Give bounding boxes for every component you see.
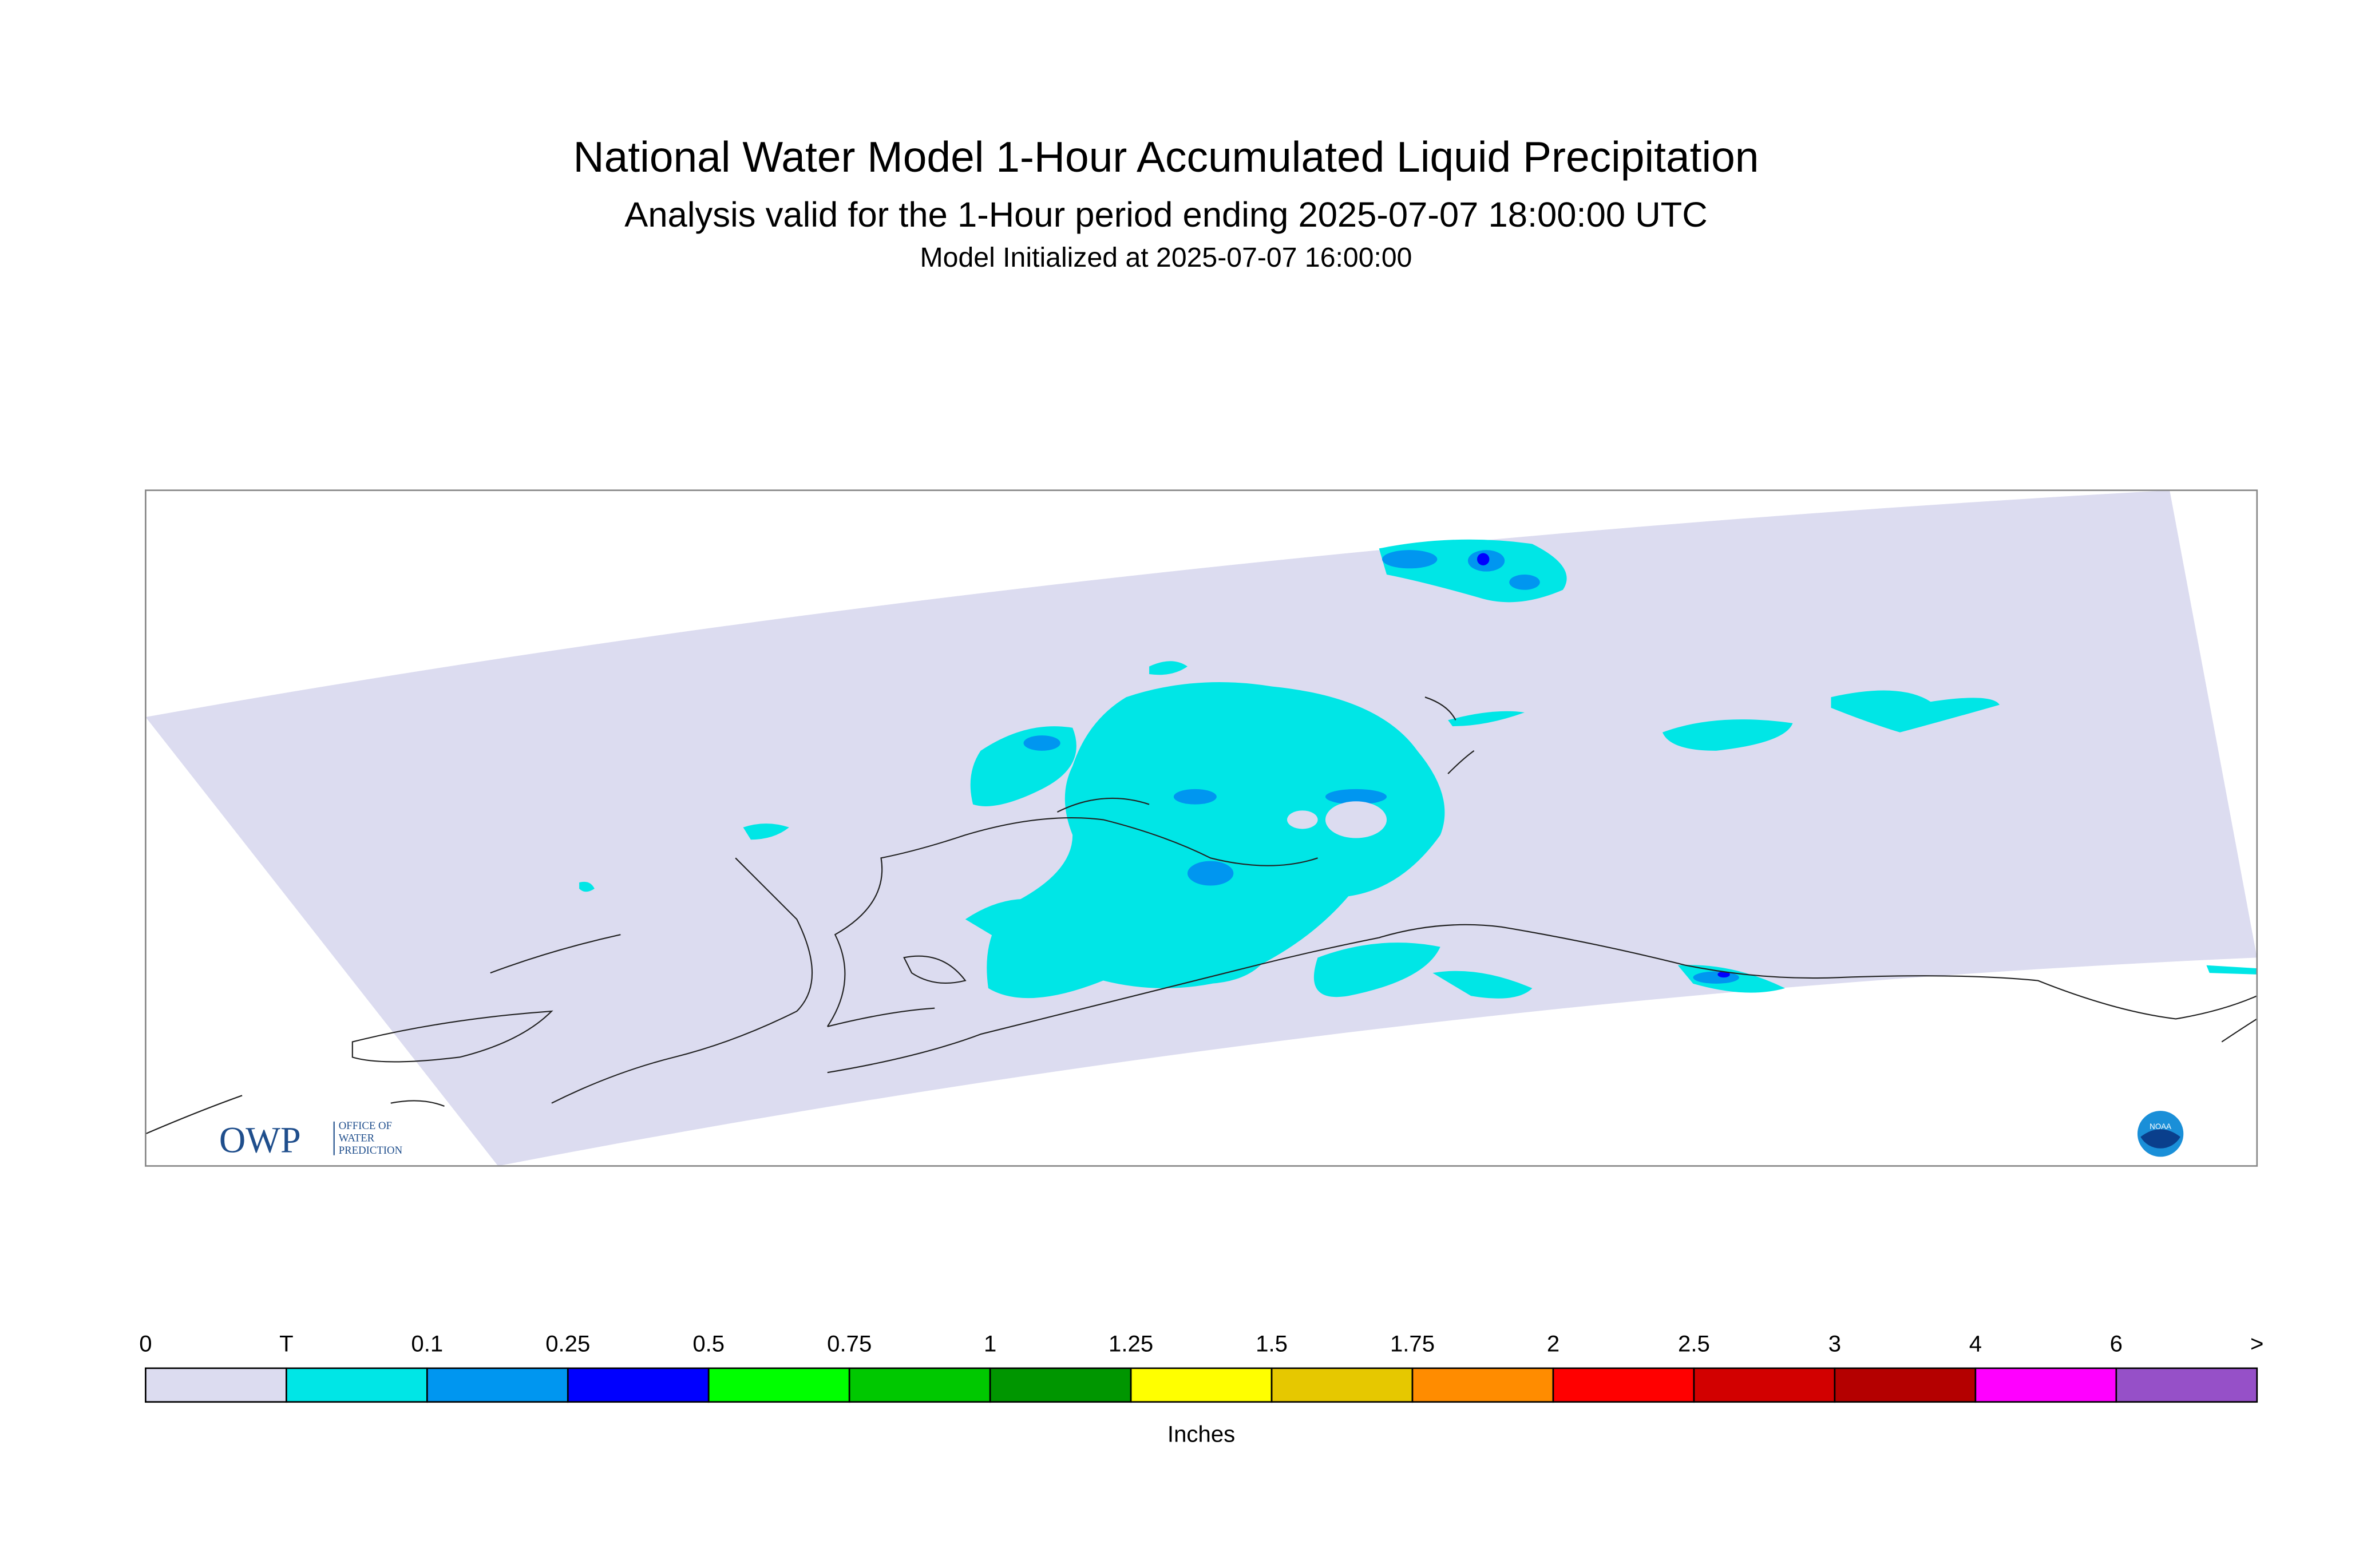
legend-units: Inches [1167, 1421, 1235, 1447]
noaa-logo: NOAA [2137, 1111, 2184, 1157]
legend-label: 0.5 [692, 1331, 725, 1356]
map: OWP OFFICE OF WATER PREDICTION NOAA [145, 489, 2258, 1167]
legend-label: 0.75 [827, 1331, 872, 1356]
office-line: WATER [339, 1133, 375, 1145]
legend-label: 6 [2110, 1331, 2123, 1356]
legend-box [1552, 1367, 1695, 1403]
legend-label: T [279, 1331, 294, 1356]
legend-box [1130, 1367, 1273, 1403]
legend-box [426, 1367, 569, 1403]
legend-box [989, 1367, 1132, 1403]
legend-label: 2 [1547, 1331, 1559, 1356]
legend-box [1834, 1367, 1977, 1403]
legend-box [1693, 1367, 1836, 1403]
legend-label: 0 [139, 1331, 152, 1356]
legend-box [286, 1367, 428, 1403]
owp-logo: OWP OFFICE OF WATER PREDICTION [219, 1119, 403, 1160]
legend-label: 1 [984, 1331, 996, 1356]
noaa-wave [2140, 1129, 2180, 1149]
init-time: Model Initialized at 2025-07-07 16:00:00 [920, 242, 1412, 273]
legend-box [2115, 1367, 2258, 1403]
legend-label: 4 [1969, 1331, 1982, 1356]
legend-label: 2.5 [1678, 1331, 1710, 1356]
map-frame [145, 489, 2258, 1167]
legend-box [707, 1367, 850, 1403]
legend-label: 1.25 [1109, 1331, 1153, 1356]
legend-box [1411, 1367, 1554, 1403]
coastlines [145, 696, 2257, 1135]
legend-box [567, 1367, 710, 1403]
legend-label: 3 [1828, 1331, 1841, 1356]
office-line: OFFICE OF [339, 1120, 392, 1132]
noaa-text: NOAA [2150, 1122, 2171, 1131]
owp-mark: OWP [219, 1119, 301, 1160]
office-line: PREDICTION [339, 1145, 403, 1157]
precip-holes [1287, 801, 1387, 838]
legend-label: 0.25 [545, 1331, 590, 1356]
precip-moderate [1477, 553, 1730, 978]
legend-box [1270, 1367, 1414, 1403]
legend-label: > [2250, 1331, 2263, 1356]
legend: Inches 0 T 0.1 0.25 0.5 0.75 1 1.25 1.5 1.75 2 2.5 3… [139, 1331, 2263, 1447]
legend-box [145, 1367, 287, 1403]
legend-label: 0.1 [411, 1331, 443, 1356]
subtitle: Analysis valid for the 1-Hour period end… [624, 195, 1707, 235]
legend-label: 1.5 [1256, 1331, 1288, 1356]
legend-box [848, 1367, 991, 1403]
legend-label: 1.75 [1390, 1331, 1435, 1356]
title: National Water Model 1-Hour Accumulated … [573, 133, 1759, 181]
legend-box [1974, 1367, 2117, 1403]
